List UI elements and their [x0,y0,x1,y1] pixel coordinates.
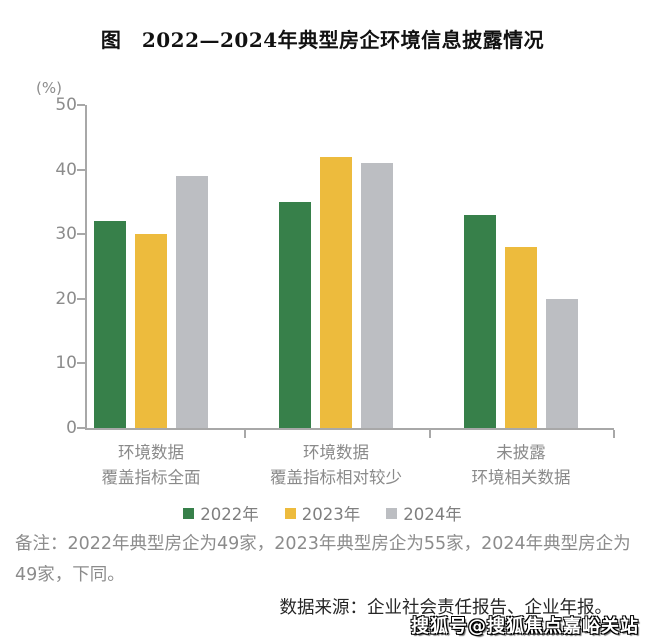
bar-2023年-group1 [135,234,167,428]
bar-2024年-group2 [361,163,393,428]
y-axis-tick-10 [77,362,85,365]
bar-2022年-group2 [279,201,311,428]
legend-label-2022年: 2022年 [200,505,259,524]
x-axis-tick-3 [613,430,615,438]
y-axis-tick-50 [77,104,85,106]
x-axis-category-label-1: 环境数据 覆盖指标全面 [101,443,201,487]
legend-label-2023年: 2023年 [301,505,361,524]
chart-title: 图 2022—2024年典型房企环境信息披露情况 [100,28,545,52]
y-axis-label-50: 50 [55,95,77,115]
y-axis-tick-40 [77,168,85,171]
y-axis-label-20: 20 [55,288,77,309]
x-axis-category-label-3: 未披露 环境相关数据 [471,443,571,487]
legend-item-2022年: 2022年 [183,501,259,525]
bar-2022年-group1 [94,221,126,428]
x-axis-category-label-2: 环境数据 覆盖指标相对较少 [270,443,402,487]
y-axis-label-10: 10 [55,353,77,374]
legend-item-2023年: 2023年 [284,501,361,525]
y-axis-tick-30 [77,233,85,236]
y-axis-unit-label: (%) [36,79,62,97]
bar-2022年-group3 [464,214,496,428]
bar-2024年-group1 [176,176,208,428]
note-text: 备注：2022年典型房企为49家，2023年典型房企为55家，2024年典型房企… [15,534,631,585]
y-axis-label-0: 0 [66,418,77,438]
x-axis-tick-1 [244,430,246,438]
legend-item-2024年: 2024年 [386,501,462,525]
bar-2024年-group3 [546,298,578,428]
x-axis-tick-2 [429,430,431,438]
chart-legend: 2022年 2023年 2024年 [0,501,645,525]
y-axis-label-40: 40 [55,159,77,180]
y-axis-tick-0 [77,427,85,429]
legend-label-2024年: 2024年 [403,505,462,524]
source-text: 数据来源：企业社会责任报告、企业年报。 [279,598,613,618]
legend-swatch-2024年 [386,507,398,519]
legend-swatch-2022年 [183,507,195,519]
y-axis-label-30: 30 [55,224,77,245]
watermark-text: 搜狐号@搜狐焦点嘉峪关站 [411,616,639,637]
legend-swatch-2023年 [284,507,296,519]
y-axis-tick-20 [77,297,85,300]
plot-area: 0 10 20 30 40 50 环境数据 覆盖指标全面 环境数据 覆盖指标相对较少 未披露 环境相关… [55,95,615,487]
bar-2023年-group2 [320,156,352,428]
bar-2023年-group3 [505,247,537,428]
